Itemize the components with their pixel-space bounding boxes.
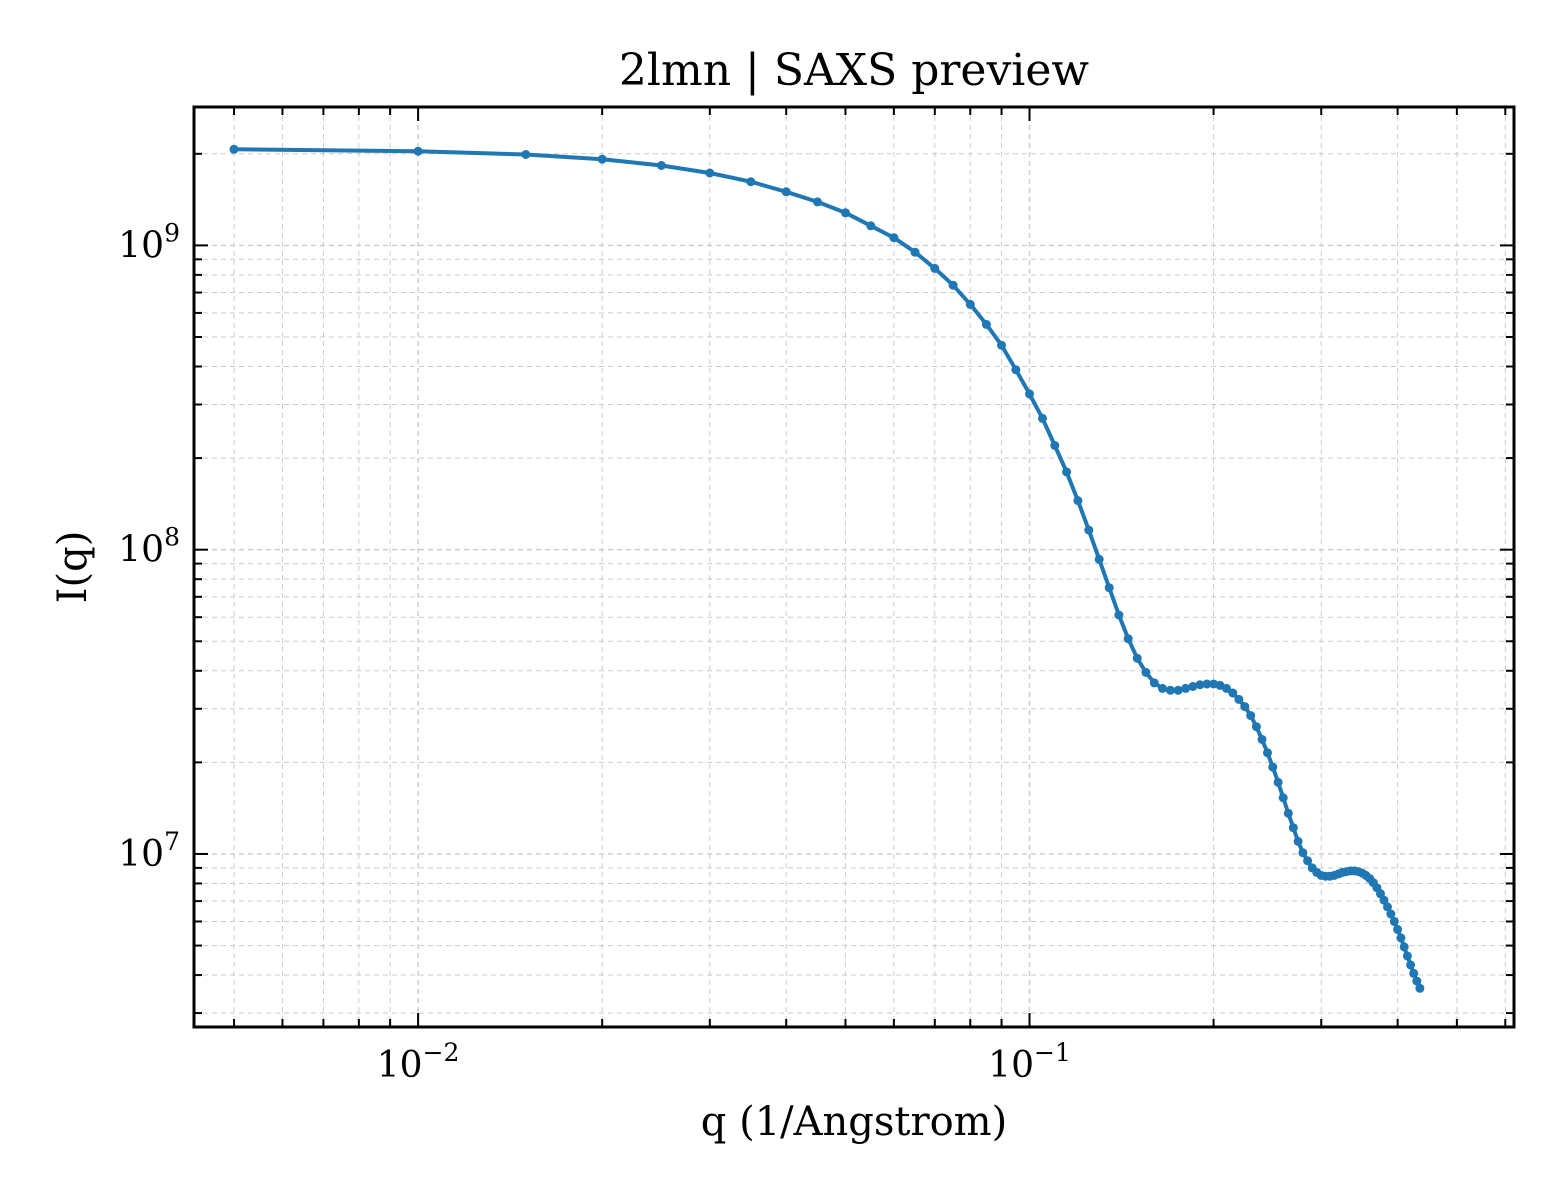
data-point [1288, 823, 1298, 833]
data-point [1104, 583, 1114, 593]
data-point [746, 177, 756, 187]
x-tick-label: 10−2 [377, 1038, 460, 1086]
data-point [1273, 777, 1283, 787]
data-point [1393, 924, 1403, 934]
data-point [1050, 441, 1060, 450]
data-point [1303, 856, 1313, 866]
data-point [781, 187, 791, 197]
data-point [1298, 848, 1308, 858]
tick-labels: 10−2 10−1 107 108 109 [118, 218, 1071, 1086]
data-point [705, 168, 715, 178]
data-point [1379, 895, 1389, 905]
data-point [1283, 808, 1293, 818]
data-point [813, 197, 822, 207]
data-point [1278, 793, 1288, 803]
y-tick-label: 107 [118, 827, 180, 875]
data-point [1132, 653, 1142, 663]
data-point [1402, 951, 1412, 961]
plot-frame [192, 105, 1516, 1029]
data-point [521, 150, 531, 159]
data-point [1251, 722, 1261, 732]
data-point [1389, 917, 1399, 926]
data-point [1062, 467, 1072, 477]
data-series [229, 144, 1425, 993]
data-point [656, 161, 666, 170]
data-point [1240, 702, 1250, 712]
y-tick-label: 109 [118, 218, 180, 266]
data-point [1123, 634, 1133, 644]
data-point [1406, 960, 1416, 970]
data-point [1011, 365, 1021, 375]
data-point [1234, 694, 1244, 704]
data-point [889, 233, 899, 243]
data-point [1158, 683, 1167, 693]
data-point [1149, 678, 1159, 688]
data-point [1038, 413, 1047, 423]
data-point [1396, 933, 1406, 943]
data-point [1268, 762, 1278, 772]
chart-title: 2lmn | SAXS preview [619, 45, 1090, 96]
data-point [1228, 688, 1238, 698]
data-point [1412, 976, 1422, 986]
data-point [841, 208, 850, 218]
data-point [1409, 968, 1419, 978]
data-point [997, 340, 1006, 350]
data-point [981, 319, 991, 329]
data-point [1094, 554, 1104, 564]
data-point [1246, 711, 1256, 721]
data-point [413, 146, 423, 156]
data-point [1141, 667, 1151, 677]
y-axis-label: I(q) [50, 531, 96, 604]
data-point [1114, 610, 1124, 620]
y-tick-label: 108 [118, 523, 180, 571]
data-point [1025, 389, 1034, 399]
data-point [910, 247, 920, 257]
data-point [1188, 682, 1198, 691]
data-point [948, 280, 958, 290]
data-point [1263, 748, 1272, 758]
data-point [1181, 683, 1191, 693]
data-point [1415, 983, 1425, 993]
data-point [597, 154, 607, 164]
grid [194, 107, 1514, 1027]
data-point [866, 221, 876, 231]
data-point [965, 299, 975, 309]
data-point [1084, 525, 1094, 535]
data-point [229, 144, 239, 154]
data-point [1399, 942, 1409, 952]
data-point [930, 263, 940, 273]
data-point [1293, 836, 1303, 846]
data-point [1195, 680, 1205, 690]
data-point [1173, 685, 1183, 695]
data-point [1073, 496, 1083, 506]
axis-ticks [194, 107, 1514, 1027]
data-point [1222, 683, 1231, 693]
data-point [1257, 734, 1267, 744]
data-point [1383, 902, 1392, 912]
data-point [1202, 679, 1212, 689]
x-axis-label: q (1/Angstrom) [701, 1099, 1007, 1145]
x-tick-label: 10−1 [988, 1038, 1071, 1086]
data-point [1386, 909, 1396, 919]
data-point [1165, 685, 1175, 695]
